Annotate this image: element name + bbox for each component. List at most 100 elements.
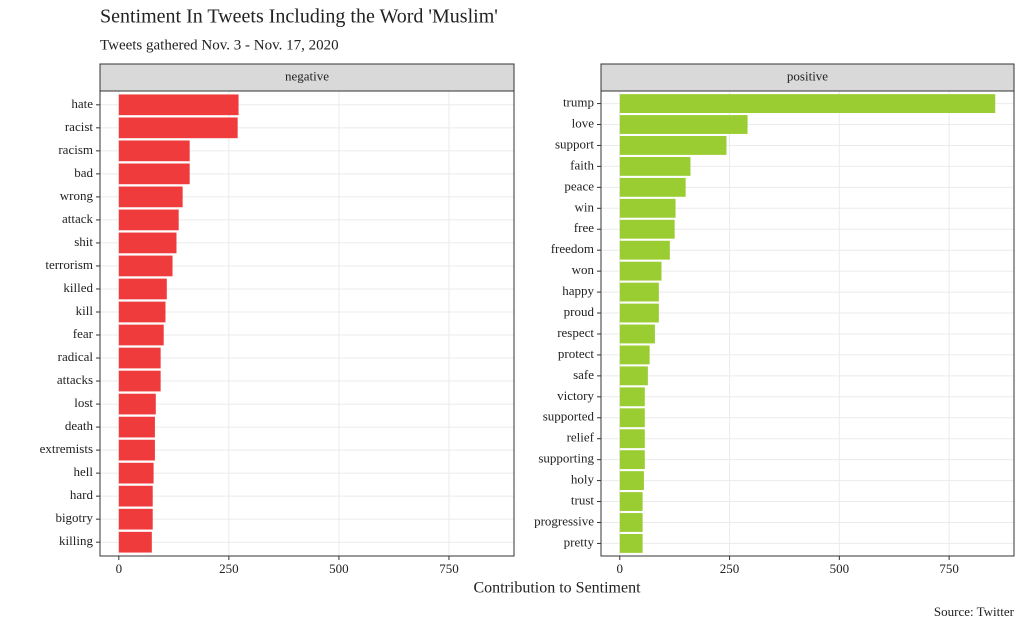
- bar: [619, 177, 686, 197]
- y-tick-label: peace: [564, 178, 594, 193]
- x-tick-label: 0: [116, 561, 123, 576]
- bar: [118, 209, 179, 231]
- bar: [619, 429, 645, 449]
- bar: [118, 232, 177, 254]
- y-tick-label: relief: [567, 430, 595, 445]
- y-tick-label: bigotry: [55, 510, 93, 525]
- bar: [118, 163, 190, 185]
- bar: [118, 347, 161, 369]
- bar: [118, 301, 166, 323]
- y-tick-label: attacks: [57, 372, 93, 387]
- bar: [619, 198, 676, 218]
- y-tick-label: radical: [58, 349, 94, 364]
- y-tick-label: safe: [573, 367, 594, 382]
- y-tick-label: respect: [557, 325, 594, 340]
- bar: [619, 136, 727, 155]
- y-tick-label: wrong: [60, 188, 94, 203]
- bar: [118, 255, 173, 277]
- y-tick-label: killed: [63, 280, 93, 295]
- y-tick-label: shit: [74, 234, 93, 249]
- bar: [118, 140, 190, 162]
- bar: [619, 261, 662, 281]
- bar: [118, 393, 156, 415]
- bar: [619, 345, 650, 365]
- y-tick-label: love: [572, 115, 595, 130]
- x-tick-label: 750: [939, 561, 959, 576]
- y-tick-label: free: [574, 220, 594, 235]
- caption: Source: Twitter: [934, 604, 1015, 619]
- bar: [118, 439, 155, 461]
- bar: [619, 387, 645, 407]
- x-tick-label: 250: [219, 561, 239, 576]
- y-tick-label: pretty: [564, 534, 595, 549]
- bar: [619, 534, 643, 553]
- y-tick-label: protect: [558, 346, 594, 361]
- bar: [619, 282, 659, 302]
- y-tick-label: progressive: [534, 513, 594, 528]
- x-axis-title: Contribution to Sentiment: [473, 580, 641, 597]
- bar: [619, 115, 748, 134]
- y-tick-label: lost: [74, 395, 93, 410]
- y-tick-label: support: [555, 136, 594, 151]
- bar: [619, 303, 659, 323]
- x-tick-label: 750: [439, 561, 459, 576]
- y-tick-label: proud: [564, 304, 595, 319]
- y-tick-label: bad: [74, 165, 93, 180]
- y-tick-label: trust: [571, 493, 595, 508]
- y-tick-label: faith: [570, 157, 594, 172]
- y-tick-label: attack: [62, 211, 94, 226]
- bar: [118, 117, 238, 139]
- y-tick-label: racism: [58, 142, 93, 157]
- y-tick-label: kill: [76, 303, 94, 318]
- bar: [118, 278, 167, 300]
- bar: [118, 462, 154, 484]
- y-tick-label: trump: [563, 95, 594, 110]
- y-tick-label: supported: [543, 409, 595, 424]
- y-tick-label: holy: [571, 472, 595, 487]
- x-tick-label: 0: [617, 561, 624, 576]
- bar: [619, 94, 996, 113]
- x-tick-label: 500: [830, 561, 850, 576]
- bar: [118, 485, 153, 507]
- bar: [118, 531, 152, 553]
- strip: [99, 63, 515, 92]
- y-tick-label: terrorism: [45, 257, 93, 272]
- bar: [118, 508, 153, 530]
- y-tick-label: victory: [557, 388, 594, 403]
- bar: [619, 492, 643, 511]
- bar: [118, 370, 161, 392]
- bar: [619, 513, 643, 532]
- bar: [619, 219, 675, 239]
- y-tick-label: hate: [71, 96, 93, 111]
- y-tick-label: hard: [70, 487, 94, 502]
- bar: [619, 408, 645, 428]
- y-tick-label: extremists: [40, 441, 93, 456]
- bar: [118, 416, 155, 438]
- bar: [118, 324, 164, 346]
- bar: [619, 156, 691, 176]
- chart-title: Sentiment In Tweets Including the Word '…: [100, 6, 498, 28]
- x-tick-label: 500: [329, 561, 349, 576]
- y-tick-label: killing: [59, 533, 93, 548]
- strip: [600, 63, 1015, 92]
- y-tick-label: happy: [562, 283, 594, 298]
- y-tick-label: won: [572, 262, 595, 277]
- bar: [118, 94, 239, 116]
- y-tick-label: racist: [65, 119, 94, 134]
- bar: [619, 240, 670, 260]
- y-tick-label: supporting: [538, 451, 594, 466]
- panel-border: [600, 90, 1015, 557]
- strip-label: negative: [285, 68, 329, 83]
- bar: [619, 471, 644, 491]
- y-tick-label: hell: [74, 464, 94, 479]
- x-tick-label: 250: [720, 561, 740, 576]
- panel-border: [99, 90, 515, 557]
- y-tick-label: freedom: [551, 241, 594, 256]
- y-tick-label: fear: [73, 326, 94, 341]
- chart-subtitle: Tweets gathered Nov. 3 - Nov. 17, 2020: [100, 37, 339, 53]
- bar: [118, 186, 183, 208]
- bar: [619, 450, 645, 470]
- bar: [619, 324, 655, 344]
- y-tick-label: win: [575, 199, 595, 214]
